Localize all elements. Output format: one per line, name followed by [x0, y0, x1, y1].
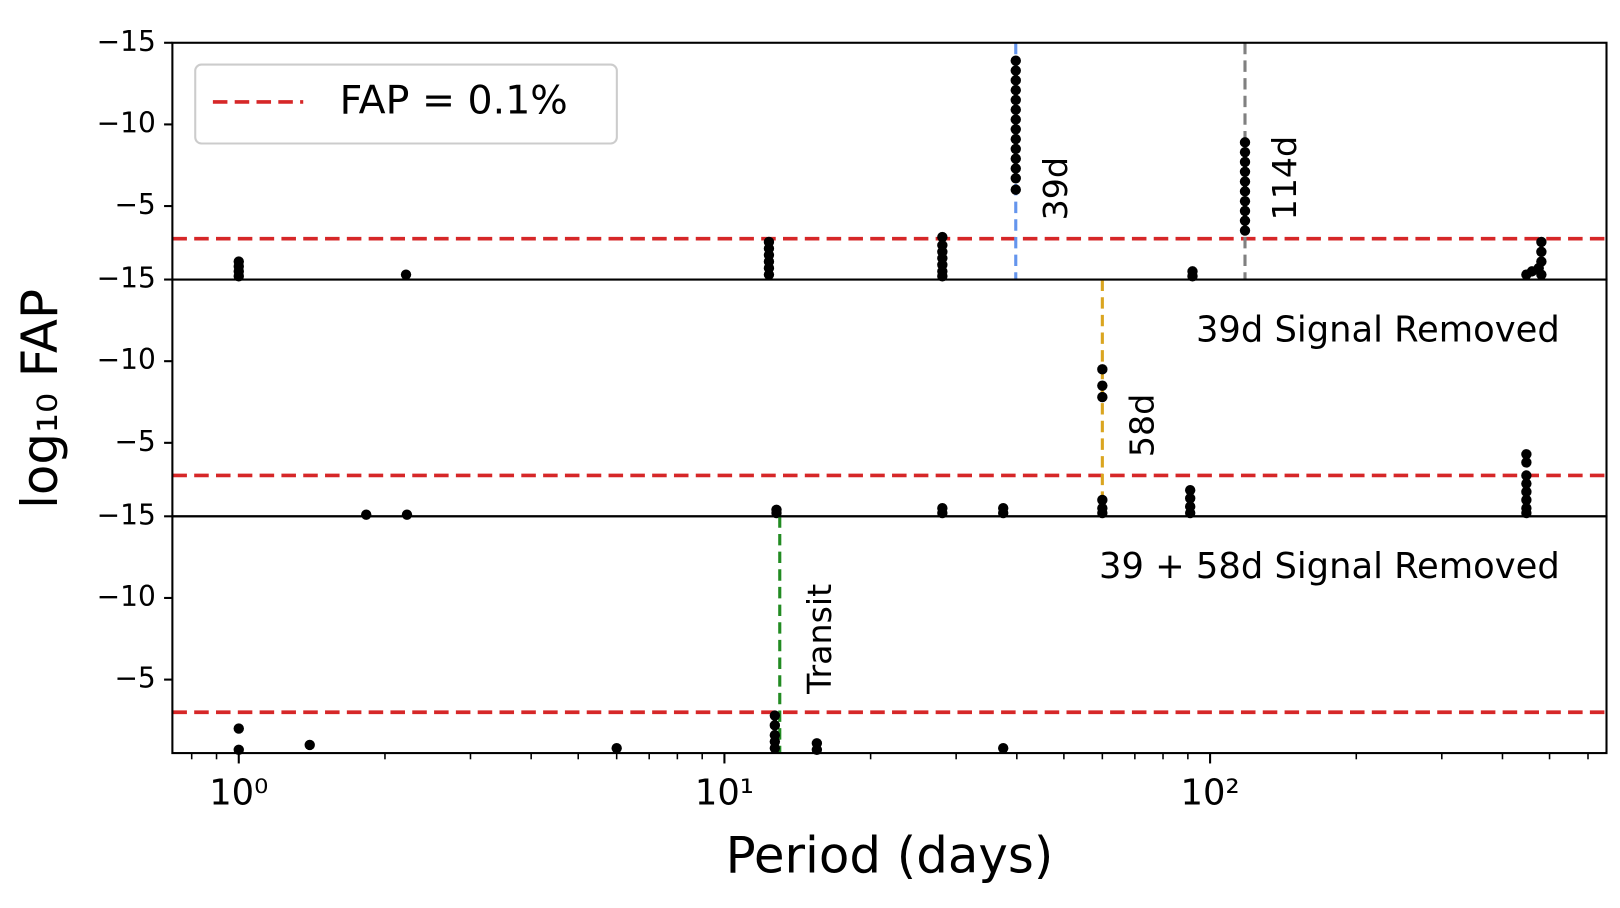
point — [1521, 486, 1532, 498]
point — [998, 742, 1009, 754]
legend-label: FAP = 0.1% — [340, 78, 568, 124]
y-tick-label: −15 — [97, 498, 156, 531]
point — [1184, 493, 1196, 504]
point — [769, 742, 781, 754]
y-tick-label: −5 — [114, 662, 155, 695]
point — [1239, 166, 1251, 177]
period-label: 58d — [1122, 394, 1161, 457]
point — [1010, 94, 1021, 106]
point — [1010, 75, 1021, 86]
x-tick-label: 10² — [1181, 773, 1240, 814]
y-tick-label: −10 — [97, 580, 156, 613]
point — [1097, 391, 1108, 403]
point — [1239, 146, 1251, 158]
y-tick-label: −15 — [97, 262, 156, 295]
y-tick-label: −15 — [97, 25, 156, 58]
y-axis-label: log₁₀ FAP — [11, 289, 69, 509]
point — [1010, 114, 1021, 125]
point — [1521, 449, 1532, 460]
point — [304, 739, 315, 751]
point — [1521, 470, 1532, 481]
point — [1521, 457, 1532, 468]
point — [1097, 364, 1108, 375]
point — [1239, 137, 1251, 148]
period-label: Transit — [800, 584, 839, 695]
point — [1010, 143, 1021, 155]
point — [769, 710, 781, 721]
point — [1521, 494, 1532, 506]
panel-annotation: 39 + 58d Signal Removed — [1099, 546, 1560, 587]
point — [1010, 163, 1021, 174]
point — [1010, 104, 1021, 115]
period-label: 114d — [1265, 136, 1304, 221]
y-tick-label: −5 — [114, 425, 155, 458]
legend-box — [194, 63, 618, 145]
period-label: 39d — [1036, 157, 1075, 220]
point — [937, 231, 948, 243]
axes-frame — [171, 515, 1608, 755]
point — [1536, 236, 1547, 248]
point — [1239, 205, 1251, 217]
point — [1239, 156, 1251, 168]
point — [1010, 153, 1021, 164]
point — [1239, 225, 1251, 236]
x-tick-label: 10¹ — [695, 773, 754, 814]
point — [763, 269, 775, 280]
x-tick-label: 10⁰ — [209, 773, 268, 814]
point — [233, 723, 244, 734]
point — [1010, 133, 1021, 145]
point — [769, 720, 781, 731]
y-tick-label: −10 — [97, 106, 156, 139]
point — [1536, 256, 1547, 267]
point — [1097, 494, 1108, 506]
point — [1010, 124, 1021, 135]
point — [1536, 246, 1547, 257]
point — [1010, 55, 1021, 66]
point — [1239, 215, 1251, 226]
y-tick-label: −10 — [97, 343, 156, 376]
point — [1239, 186, 1251, 197]
x-axis-label: Period (days) — [726, 827, 1054, 885]
point — [611, 742, 622, 754]
point — [1010, 184, 1021, 195]
point — [1097, 380, 1108, 391]
point — [1239, 176, 1251, 187]
y-tick-label: −5 — [114, 188, 155, 221]
point — [1010, 84, 1021, 96]
point — [1010, 65, 1021, 76]
point — [1521, 478, 1532, 489]
panel-annotation: 39d Signal Removed — [1196, 309, 1560, 350]
point — [400, 269, 412, 280]
point — [1184, 484, 1196, 496]
point — [401, 509, 413, 520]
point — [1239, 195, 1251, 207]
point — [1536, 269, 1547, 280]
point — [1010, 173, 1021, 184]
point — [361, 509, 372, 520]
